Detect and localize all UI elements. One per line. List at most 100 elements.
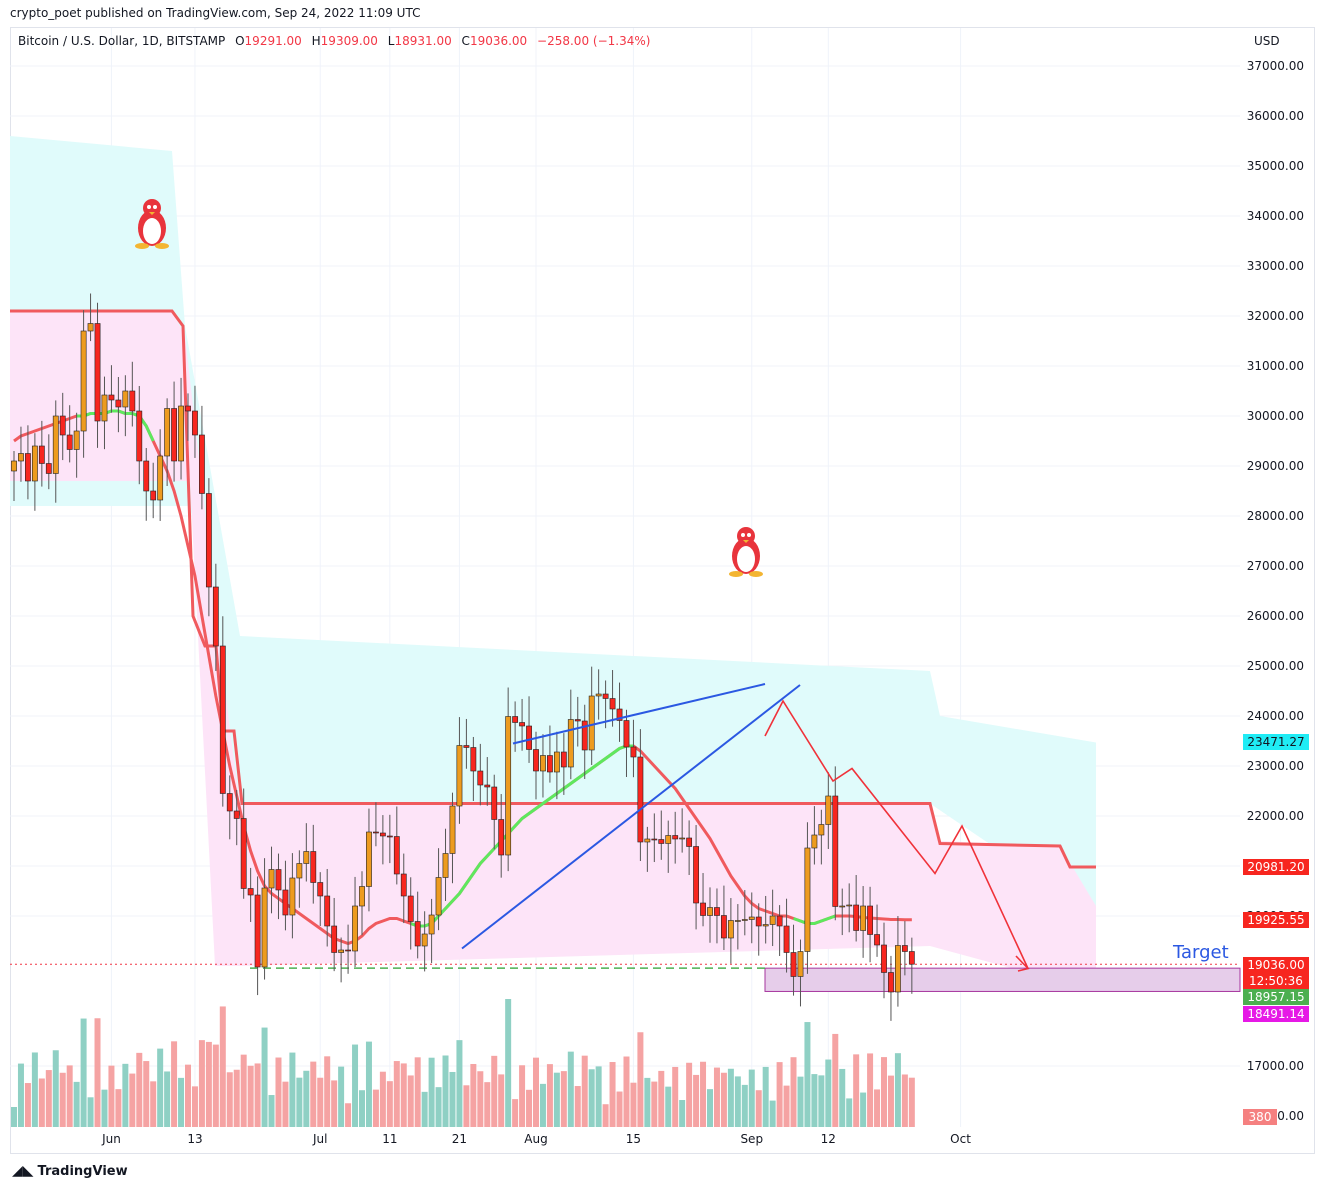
price-tick-label: 0.00 [1277, 1109, 1304, 1123]
volume-bar [853, 1054, 860, 1127]
penguin-logos [135, 199, 763, 577]
candle-body [205, 493, 212, 588]
volume-bar [720, 1072, 727, 1127]
candle-body [547, 755, 553, 773]
volume-bar [825, 1059, 832, 1127]
candle-body [846, 904, 853, 907]
penguin-belly [737, 546, 755, 572]
volume-bar [171, 1041, 178, 1127]
candle-body [790, 952, 797, 977]
volume-bar [811, 1074, 818, 1127]
candle-body [895, 945, 901, 993]
candle-body [776, 915, 783, 927]
last-price-label: 19036.00 [1243, 957, 1309, 973]
volume-bar [874, 1089, 881, 1127]
volume-bar [505, 999, 512, 1127]
volume-bar [658, 1070, 665, 1127]
candle-body [352, 905, 358, 952]
penguin-eye [741, 533, 745, 537]
candle-body [519, 722, 525, 727]
candle-body [839, 905, 846, 908]
volume-bar [616, 1091, 623, 1127]
candle-body [888, 972, 894, 993]
candle-body [275, 869, 282, 891]
volume-bar [588, 1069, 595, 1127]
volume-bar [776, 1062, 783, 1127]
candle-body [755, 916, 762, 927]
volume-bar [11, 1107, 17, 1127]
volume-bar [560, 1071, 567, 1127]
candle-body [38, 445, 45, 464]
volume-bar [393, 1061, 400, 1127]
candle-body [115, 399, 122, 408]
price-tick-label: 30000.00 [1247, 409, 1304, 423]
volume-bar [198, 1040, 205, 1127]
candle-body [449, 805, 456, 854]
volume-bar [512, 1099, 519, 1127]
time-tick-label: Sep [740, 1132, 763, 1146]
candle-body [748, 916, 755, 920]
ma-label: 19925.55 [1243, 912, 1309, 928]
candle-body [853, 904, 860, 931]
volume-bar [31, 1052, 38, 1127]
volume-bar [686, 1062, 693, 1127]
candle-body [574, 719, 581, 722]
candle-body [317, 882, 324, 897]
volume-bar [846, 1098, 853, 1127]
time-tick-label: Jun [101, 1132, 121, 1146]
candle-body [581, 720, 588, 751]
candle-body [18, 453, 24, 462]
candle-body [338, 949, 345, 953]
candle-body [108, 394, 115, 401]
volume-bar [247, 1065, 254, 1127]
volume-bar [143, 1061, 150, 1127]
candle-body [679, 837, 686, 840]
penguin-head [143, 199, 161, 217]
volume-bar [637, 1032, 644, 1127]
volume-bar [150, 1081, 157, 1127]
volume-bar [901, 1074, 908, 1127]
volume-bar [87, 1097, 94, 1127]
footer-brand[interactable]: ◢◣ TradingView [12, 1163, 128, 1179]
candle-body [240, 818, 247, 889]
volume-bar [359, 1090, 365, 1127]
candle-body [762, 924, 769, 927]
candle-body [143, 460, 150, 492]
candle-body [226, 793, 233, 812]
candle-body [310, 851, 317, 883]
price-tick-label: 31000.00 [1247, 359, 1304, 373]
candle-body [553, 751, 560, 773]
band-clouds [10, 136, 1096, 991]
high-value: 19309.00 [320, 34, 378, 48]
volume-bar [282, 1081, 289, 1127]
candle-body [101, 394, 108, 422]
volume-bar [317, 1077, 324, 1127]
price-tick-label: 32000.00 [1247, 309, 1304, 323]
ohlc-legend: Bitcoin / U.S. Dollar, 1D, BITSTAMP O192… [18, 34, 650, 48]
price-tick-label: 33000.00 [1247, 259, 1304, 273]
candle-body [442, 853, 449, 878]
candle-body [178, 405, 184, 462]
candle-body [491, 786, 498, 820]
volume-bar [832, 1033, 839, 1127]
candle-body [623, 720, 630, 748]
candle-body [366, 831, 372, 887]
candle-body [373, 831, 379, 834]
volume-bar [324, 1056, 331, 1127]
penguin-head [737, 527, 755, 545]
time-tick-label: 12 [821, 1132, 836, 1146]
candle-body [11, 460, 17, 472]
candle-body [783, 925, 790, 953]
candle-body [734, 920, 741, 922]
volume-bar [101, 1089, 108, 1127]
volume-bar [414, 1057, 421, 1127]
price-tick-label: 22000.00 [1247, 809, 1304, 823]
price-tick-label: 26000.00 [1247, 609, 1304, 623]
candle-body [247, 888, 254, 896]
volume-bar [268, 1095, 275, 1127]
candle-body [602, 693, 609, 699]
candle-body [25, 453, 31, 482]
volume-bar [59, 1072, 66, 1127]
candle-body [721, 915, 727, 939]
